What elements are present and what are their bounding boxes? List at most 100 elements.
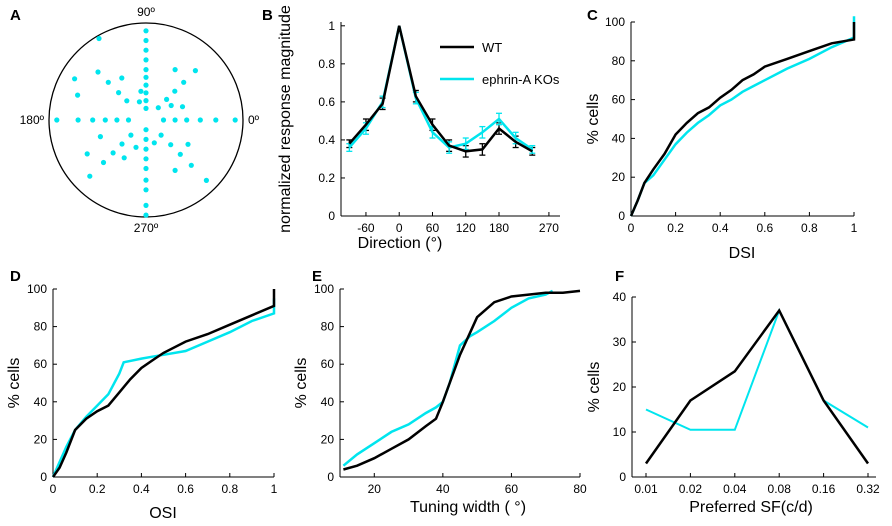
polar-point (143, 156, 149, 162)
x-axis-label: Direction (°) (358, 235, 443, 252)
series-line-ephrin-a-kos (645, 307, 869, 431)
polar-point (232, 117, 238, 123)
x-tick-label: 180 (489, 221, 509, 235)
polar-point (54, 117, 60, 123)
series-line-wt (644, 308, 870, 465)
y-tick-label: 0 (619, 470, 626, 484)
y-tick-label: 0 (328, 209, 335, 223)
panel-c-chart: 0 20 40 60 80 100 0 0.2 0.4 0.6 0.8 1 DSI % cells (585, 15, 858, 262)
polar-point (75, 117, 81, 123)
x-tick-label: 0.08 (768, 482, 792, 496)
legend-label-ephrin-a-kos: ephrin-A KOs (482, 72, 560, 87)
polar-point (114, 117, 120, 123)
y-tick-label: 100 (314, 282, 334, 296)
polar-point (143, 47, 149, 53)
polar-point (143, 165, 149, 172)
x-ticks: 0 0.2 0.4 0.6 0.8 1 (50, 473, 278, 496)
x-axis-label: DSI (729, 245, 756, 262)
polar-point (143, 105, 149, 111)
polar-point (188, 162, 194, 168)
polar-point (143, 57, 149, 63)
angle-label-270: 270º (134, 221, 159, 235)
polar-point (143, 98, 149, 104)
legend-label-wt: WT (482, 40, 502, 55)
polar-point (119, 141, 125, 147)
x-tick-label: -60 (357, 221, 375, 235)
polar-point (172, 167, 178, 173)
polar-point (151, 140, 157, 146)
series-line-ephrin-a-kos (342, 289, 554, 467)
polar-point (102, 117, 108, 123)
polar-point (143, 82, 149, 88)
angle-label-90: 90º (137, 5, 155, 19)
y-tick-label: 20 (612, 170, 626, 184)
x-tick-label: 40 (436, 482, 450, 496)
x-tick-label: 0 (628, 221, 635, 235)
polar-point (179, 104, 186, 110)
series-line-ephrin-a-kos (629, 16, 856, 217)
polar-point (172, 67, 178, 73)
polar-point (105, 79, 111, 85)
polar-points (54, 28, 238, 218)
x-tick-label: 1 (851, 221, 858, 235)
series-line-wt (343, 289, 581, 471)
panel-letter-a: A (10, 7, 21, 24)
y-tick-label: 60 (612, 93, 626, 107)
panel-letter-f: F (615, 268, 624, 285)
polar-point (96, 35, 102, 42)
y-tick-label: 0.2 (318, 171, 335, 185)
polar-point (116, 90, 122, 96)
x-axis-label: Preferred SF(c/d) (689, 499, 813, 516)
x-tick-label: 120 (456, 221, 476, 235)
x-tick-label: 1 (271, 482, 278, 496)
x-ticks: 0.01 0.02 0.04 0.08 0.16 0.32 (634, 473, 880, 496)
y-axis-label: % cells (585, 94, 602, 145)
y-tick-label: 40 (612, 131, 626, 145)
x-tick-label: 0.6 (177, 482, 194, 496)
polar-point (133, 144, 139, 150)
x-ticks: 0 0.2 0.4 0.6 0.8 1 (628, 212, 858, 235)
polar-point (143, 136, 149, 142)
y-tick-label: 60 (321, 357, 335, 371)
polar-point (136, 99, 142, 105)
x-tick-label: 0 (50, 482, 57, 496)
y-tick-label: 0 (327, 470, 334, 484)
polar-point (72, 76, 78, 82)
x-tick-label: 60 (505, 482, 519, 496)
polar-point (143, 146, 149, 152)
x-tick-label: 0.8 (221, 482, 238, 496)
x-tick-label: 0.6 (756, 221, 773, 235)
x-tick-label: 0.4 (133, 482, 150, 496)
polar-point (110, 150, 116, 156)
x-ticks: -60 0 60 120 180 270 (357, 212, 559, 235)
y-tick-label: 0.4 (318, 133, 335, 147)
panel-d-chart: 0 20 40 60 80 100 0 0.2 0.4 0.6 0.8 1 OSI % cells (6, 282, 278, 522)
y-tick-label: 0 (40, 470, 47, 484)
polar-point (143, 74, 149, 80)
polar-point (197, 117, 203, 123)
polar-point (143, 212, 149, 218)
polar-point (84, 151, 90, 157)
y-tick-label: 10 (613, 425, 627, 439)
y-axis-label: normalized response magnitude (277, 5, 294, 233)
x-tick-label: 0.2 (667, 221, 684, 235)
y-tick-label: 20 (613, 380, 627, 394)
series-line-ephrin-a-kos (51, 298, 276, 478)
y-tick-label: 40 (34, 395, 48, 409)
x-tick-label: 0.8 (801, 221, 818, 235)
y-axis-label: % cells (6, 358, 23, 409)
x-tick-label: 80 (573, 482, 587, 496)
x-tick-label: 60 (426, 221, 440, 235)
y-tick-label: 0.6 (318, 95, 335, 109)
polar-point (164, 96, 170, 102)
y-tick-label: 0.8 (318, 57, 335, 71)
polar-point (177, 151, 183, 157)
polar-point (143, 127, 149, 133)
polar-point (121, 155, 127, 161)
series-line-wt (51, 289, 276, 478)
y-tick-label: 80 (321, 320, 335, 334)
x-axis-label: OSI (149, 505, 177, 522)
panel-letter-c: C (587, 7, 598, 24)
y-tick-label: 1 (328, 19, 335, 33)
